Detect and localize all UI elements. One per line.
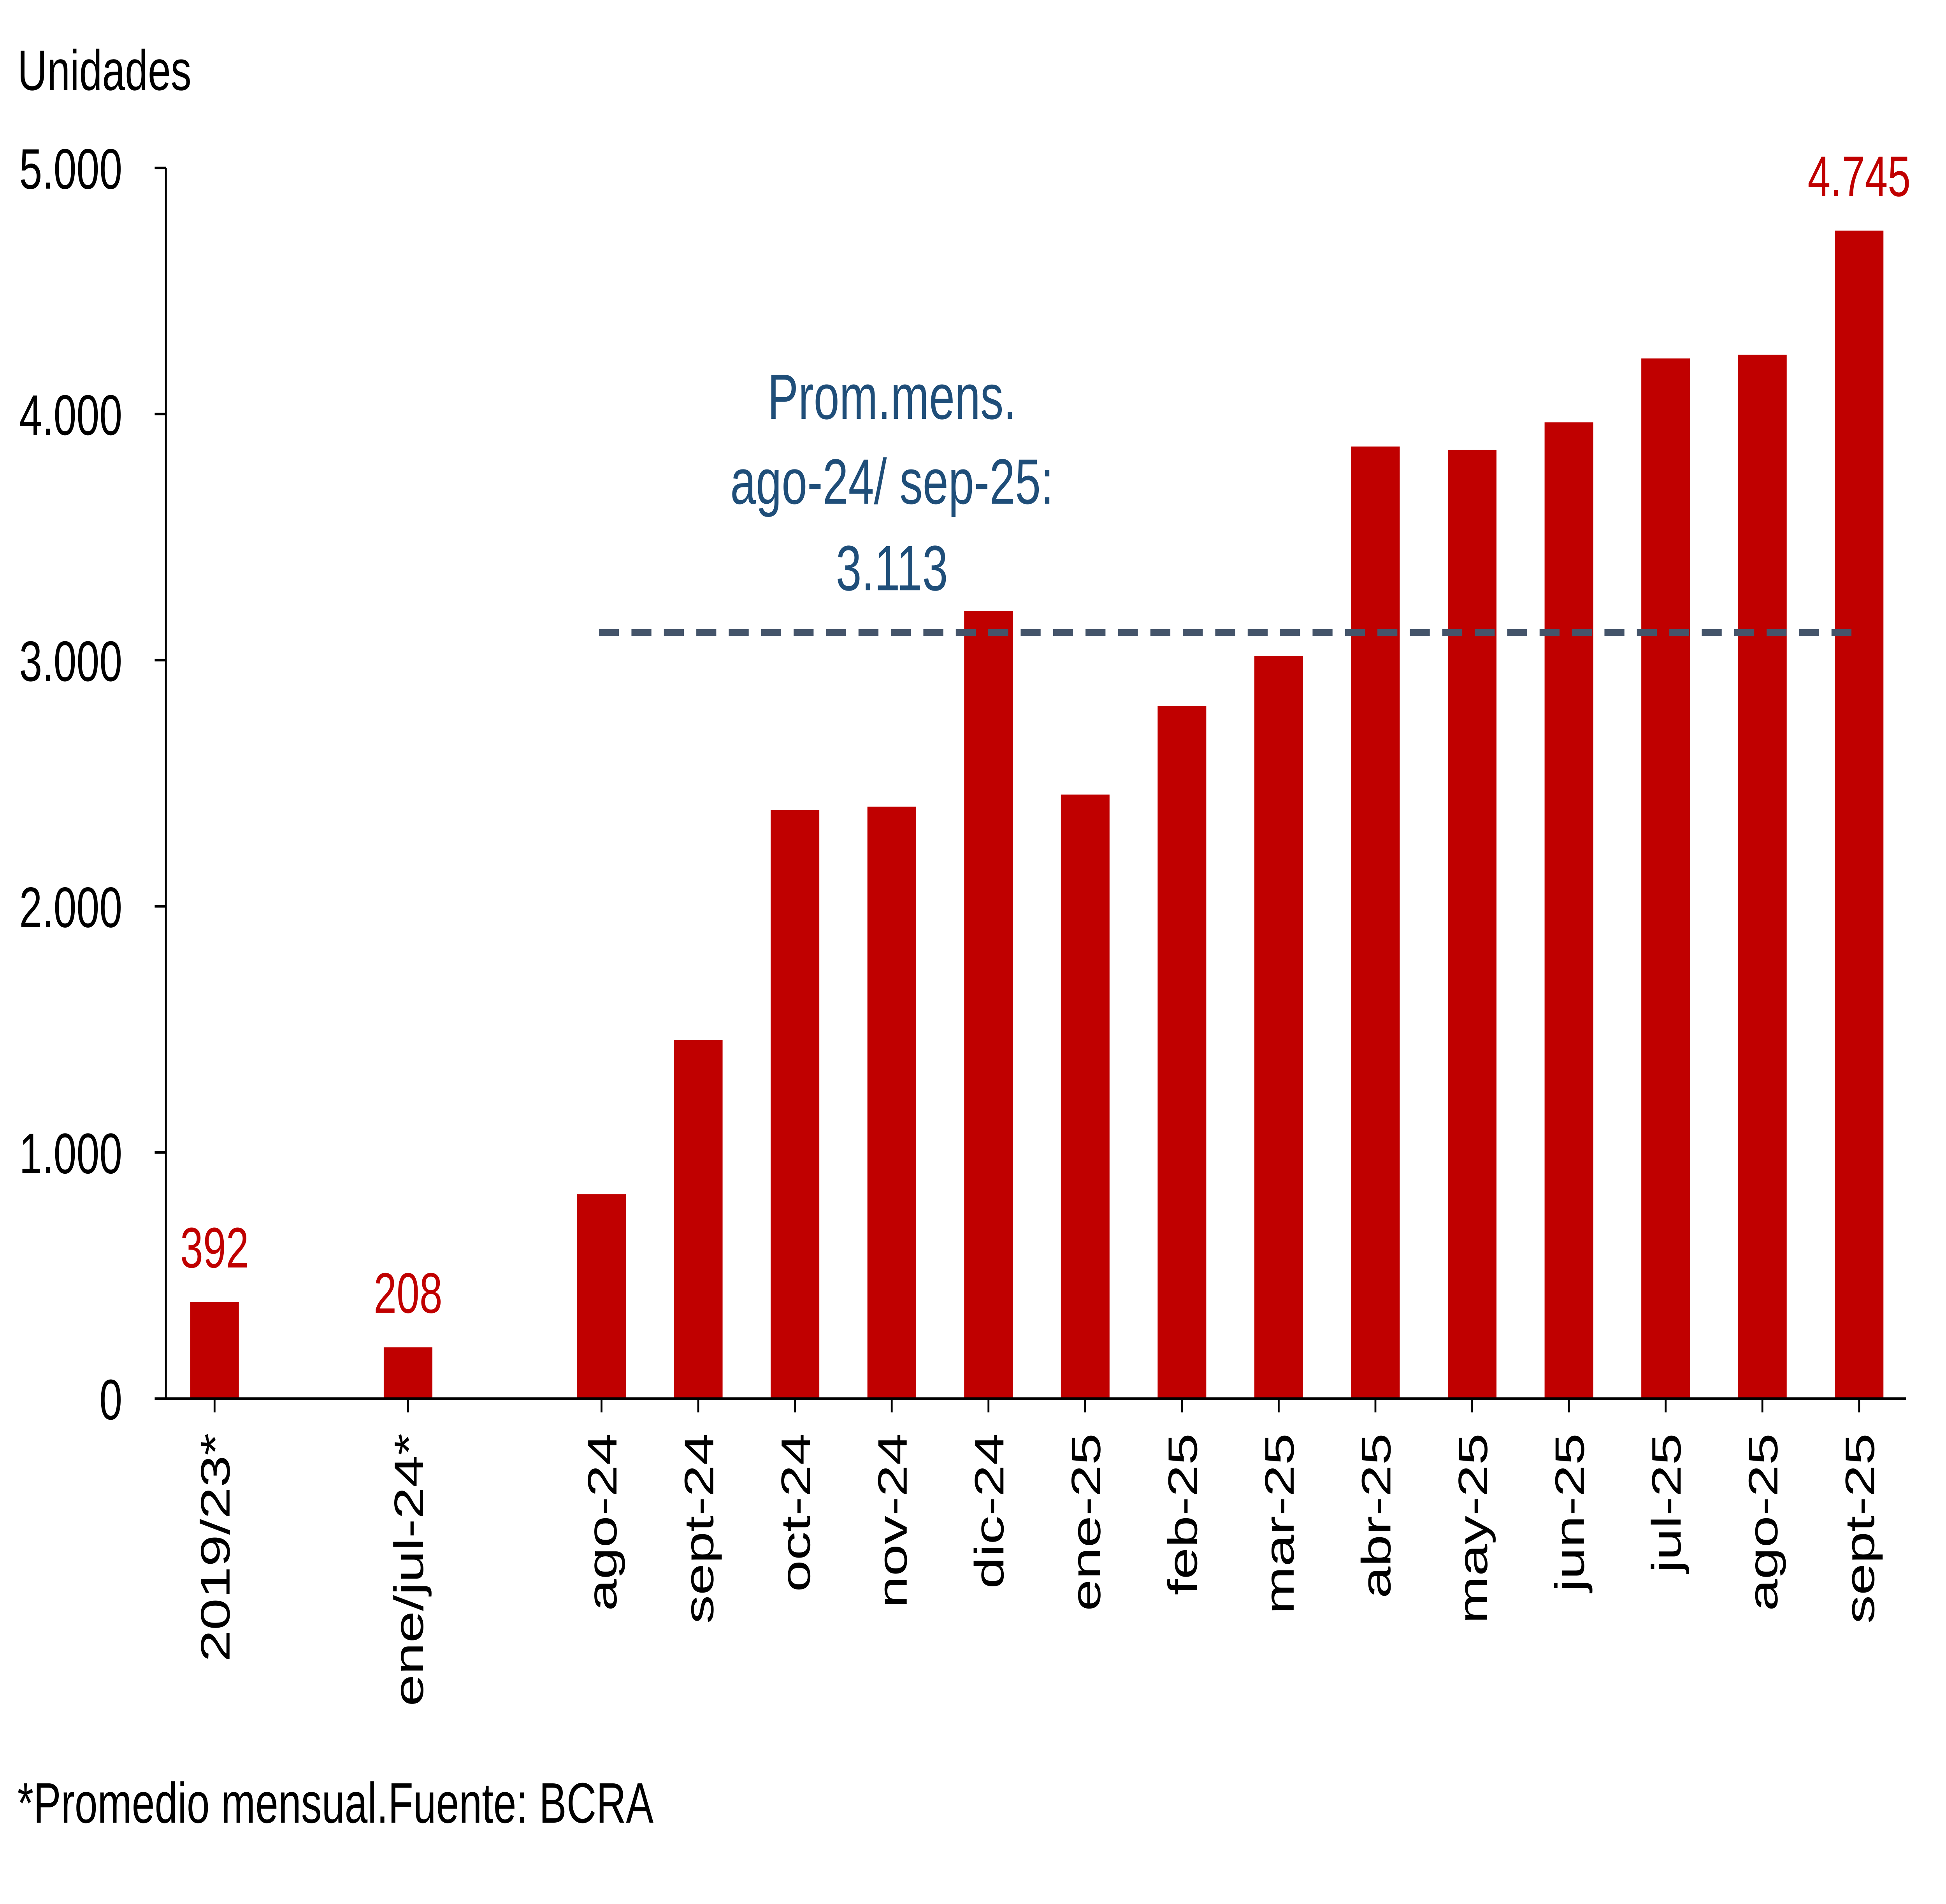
x-tick-label: oct-24 (773, 1433, 819, 1592)
y-tick-label: 5.000 (19, 137, 122, 201)
x-tick-label: ago-24 (580, 1433, 625, 1611)
bar-feb-25 (1157, 706, 1207, 1399)
bar-sept-24 (674, 1040, 723, 1399)
data-label: 4.745 (1807, 145, 1911, 209)
x-tick-label: ago-25 (1741, 1433, 1786, 1611)
x-tick-label: abr-25 (1353, 1433, 1399, 1598)
bar-abr-25 (1351, 447, 1400, 1399)
footnote: *Promedio mensual.Fuente: BCRA (18, 1771, 654, 1835)
x-tick-label: nov-24 (870, 1433, 916, 1608)
bar-ago-24 (577, 1194, 626, 1399)
bar-oct-24 (771, 810, 820, 1399)
x-tick-label: sept-25 (1837, 1433, 1883, 1624)
bar-mar-25 (1254, 656, 1303, 1399)
y-axis-label: Unidades (18, 39, 191, 102)
bar-may-25 (1448, 450, 1497, 1399)
bar-2019/23* (190, 1302, 239, 1399)
bar-sept-25 (1835, 230, 1884, 1399)
bar-jul-25 (1641, 358, 1690, 1399)
y-tick-label: 3.000 (19, 629, 122, 693)
bar-jun-25 (1544, 422, 1593, 1399)
x-tick-label: 2019/23* (193, 1433, 239, 1662)
bar-nov-24 (867, 807, 916, 1399)
x-tick-label: mar-25 (1257, 1433, 1303, 1614)
bar-dic-24 (964, 611, 1013, 1399)
y-tick-label: 2.000 (19, 876, 122, 940)
average-annotation-line-2: ago-24/ sep-25: (730, 446, 1054, 518)
x-tick-label: dic-24 (966, 1433, 1012, 1589)
x-tick-label: feb-25 (1160, 1433, 1206, 1595)
bar-ene/jul-24* (383, 1347, 432, 1399)
x-tick-label: sept-24 (676, 1433, 722, 1624)
data-label: 392 (180, 1216, 249, 1280)
x-tick-label: ene/jul-24* (386, 1433, 432, 1707)
bar-ago-25 (1738, 355, 1787, 1399)
bar-ene-25 (1061, 795, 1110, 1399)
data-label: 208 (374, 1261, 442, 1325)
x-tick-label: ene-25 (1063, 1433, 1109, 1611)
y-tick-label: 0 (99, 1368, 122, 1432)
x-tick-label: jul-25 (1644, 1433, 1690, 1575)
y-tick-label: 4.000 (19, 383, 122, 447)
y-tick-label: 1.000 (19, 1122, 122, 1186)
x-tick-label: may-25 (1450, 1433, 1496, 1624)
average-annotation-line-3: 3.113 (836, 533, 948, 604)
x-tick-label: jun-25 (1547, 1433, 1593, 1594)
average-annotation-line-1: Prom.mens. (768, 361, 1016, 433)
